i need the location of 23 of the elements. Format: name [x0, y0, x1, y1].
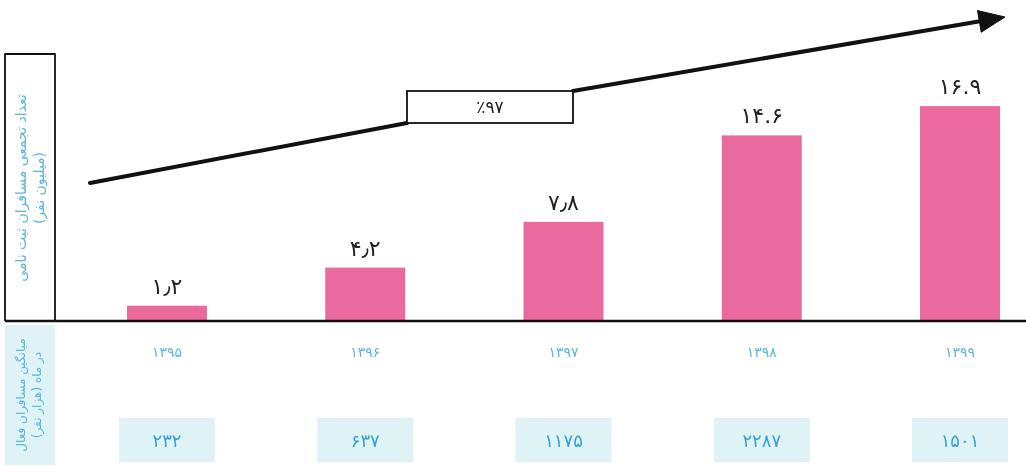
x-tick-label: ۱۳۹۹ [944, 344, 976, 360]
text: ۲۳۲ [152, 430, 182, 451]
bar [325, 267, 406, 321]
text: میانگین مسافران فعال در ماه (هزار نفر) [14, 337, 45, 454]
bar [127, 305, 207, 321]
annotation: ٪۹۷ [476, 97, 504, 117]
data-label: ۱٫۲ [151, 273, 183, 299]
data-label: ۱۶.۹ [938, 74, 982, 100]
bar [523, 221, 604, 321]
text: ۲۲۸۷ [742, 430, 782, 451]
data-label: ۷٫۸ [548, 189, 580, 215]
y-axis-title: تعداد تجمعی مسافران ثبت نامی (میلیون نفر) [11, 92, 48, 284]
data-label: ۴٫۲ [349, 235, 381, 261]
x-tick-label: ۱۳۹۵ [151, 344, 183, 360]
x-tick-label: ۱۳۹۶ [350, 344, 381, 360]
bar [721, 135, 802, 321]
text: ۶۳۷ [350, 430, 381, 451]
x-tick-label: ۱۳۹۸ [746, 344, 778, 360]
data-label: ۱۴.۶ [740, 103, 783, 129]
x-tick-label: ۱۳۹۷ [548, 344, 580, 360]
text: ۱۵۰۱ [940, 430, 980, 451]
bar [920, 106, 1000, 321]
text: ۱۱۷۵ [544, 430, 583, 451]
